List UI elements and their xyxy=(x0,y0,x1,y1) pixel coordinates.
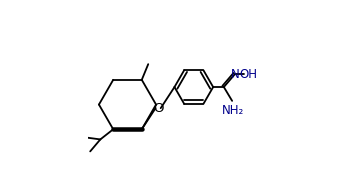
Text: N: N xyxy=(230,68,239,81)
Text: O: O xyxy=(153,102,163,115)
Text: NH₂: NH₂ xyxy=(222,104,244,117)
Text: OH: OH xyxy=(239,68,257,81)
